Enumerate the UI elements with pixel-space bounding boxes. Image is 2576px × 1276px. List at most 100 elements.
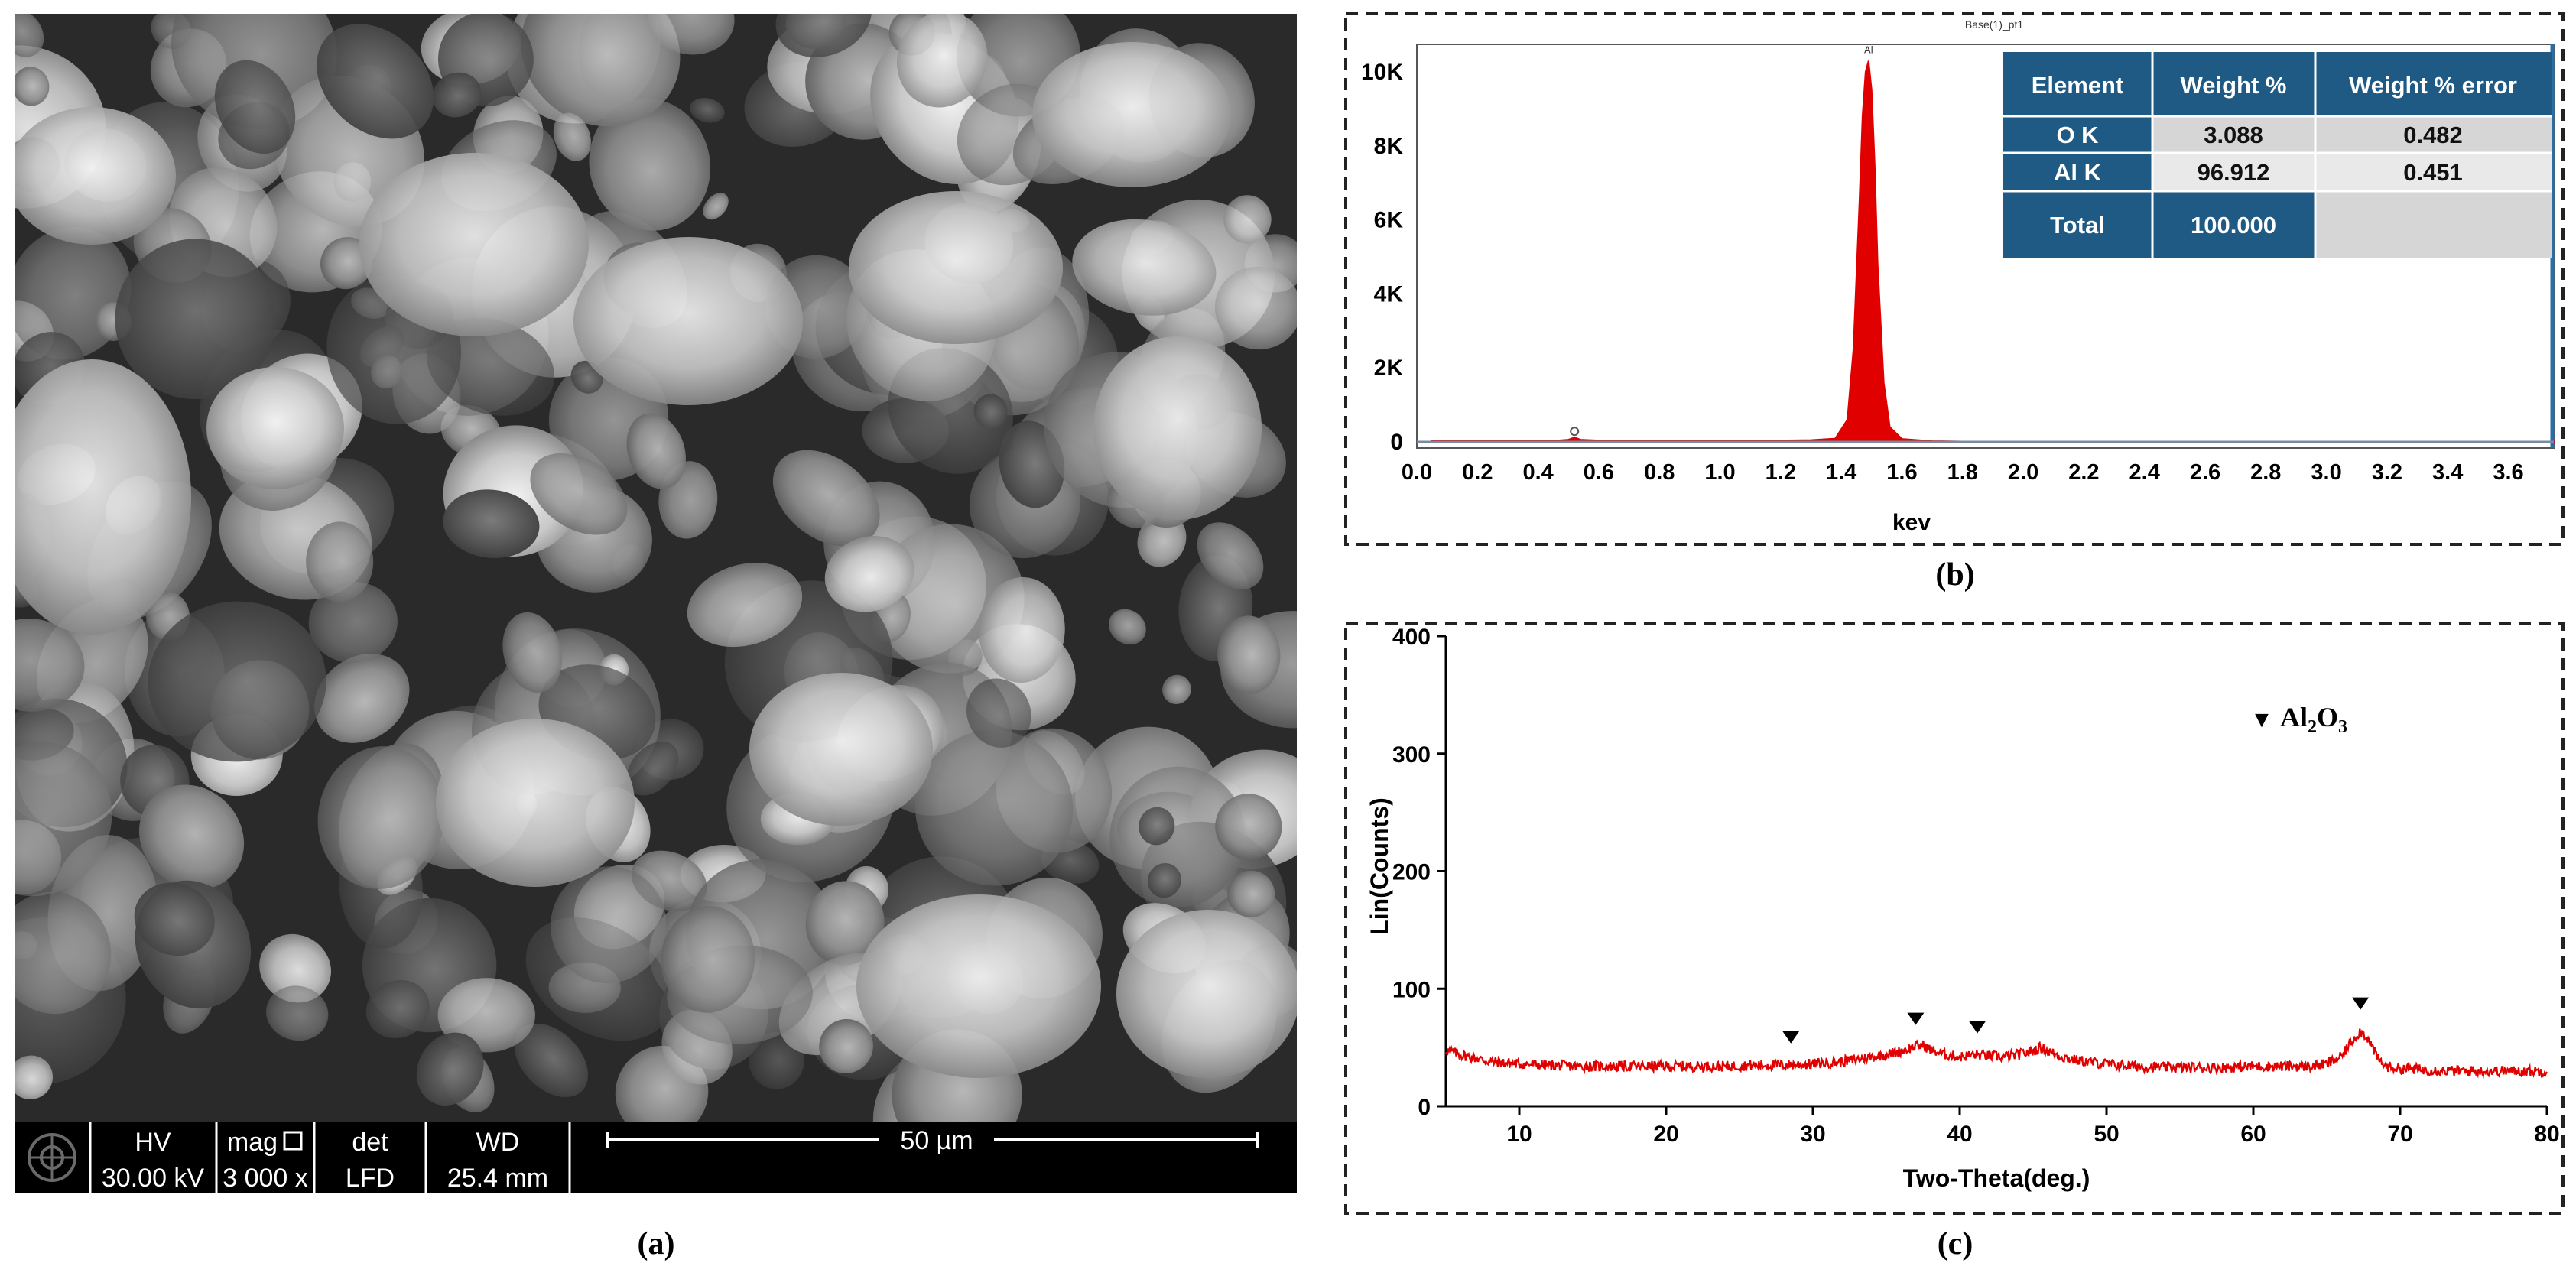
xrd-trace — [1445, 1028, 2548, 1080]
al2o3-peak-marker-icon — [1907, 1012, 1925, 1025]
sem-particle — [661, 906, 755, 1013]
sem-particle — [849, 191, 1063, 344]
y-tick-label: 2K — [1374, 356, 1404, 381]
legend-label: Al2O3 — [2280, 702, 2347, 737]
sem-panel: HV 30.00 kV mag 3 000 x det LFD WD 25.4 … — [15, 14, 1297, 1261]
panel-label-b: (b) — [1935, 557, 1974, 593]
sem-particle — [171, 14, 337, 129]
sem-particle — [443, 489, 540, 558]
sem-particle — [1147, 863, 1181, 898]
table-cell: 0.482 — [2403, 122, 2463, 148]
y-tick-label: 0 — [1390, 430, 1403, 455]
sem-particle — [914, 730, 1074, 886]
table-cell: 0.451 — [2403, 159, 2463, 186]
x-tick-label: 1.4 — [1826, 460, 1856, 485]
sem-wd-value: 25.4 mm — [447, 1164, 548, 1193]
x-tick-label: 3.0 — [2311, 460, 2341, 485]
sem-particle — [115, 239, 276, 400]
sem-particle — [819, 1018, 873, 1073]
x-tick-label: 10 — [1506, 1122, 1532, 1147]
sem-particle — [1109, 609, 1146, 645]
x-tick-label: 2.6 — [2190, 460, 2220, 485]
sem-particle — [687, 563, 803, 648]
sem-particle — [973, 394, 1008, 429]
eds-x-axis-title: kev — [1892, 510, 1931, 535]
x-tick-label: 1.8 — [1947, 460, 1978, 485]
sem-particle — [553, 112, 591, 161]
sem-particle — [1116, 910, 1297, 1078]
table-cell: Al K — [2054, 159, 2102, 186]
y-tick-label: 4K — [1374, 281, 1404, 307]
sem-particle — [703, 193, 729, 220]
sem-particle — [15, 107, 176, 245]
sem-particle — [317, 746, 445, 889]
sem-particle — [626, 741, 679, 796]
al2o3-peak-marker-icon — [2352, 997, 2370, 1010]
sem-particle — [436, 719, 635, 887]
xrd-y-axis: 0 100 200 300 400 — [1392, 625, 1446, 1120]
peak-label: Al — [1864, 44, 1873, 55]
sem-particle — [648, 14, 735, 55]
eds-spectrum — [1417, 60, 2555, 443]
x-tick-label: 1.0 — [1704, 460, 1735, 485]
sem-particle — [749, 673, 933, 826]
sem-particle — [317, 24, 434, 139]
table-cell: O K — [2056, 122, 2099, 148]
sem-particle — [502, 612, 563, 693]
eds-x-axis: 0.0 0.2 0.4 0.6 0.8 1.0 1.2 1.4 1.6 1.8 2.0 2.2 2.4 2… — [1402, 460, 2524, 485]
sem-particle — [359, 153, 589, 336]
x-tick-label: 0.2 — [1462, 460, 1493, 485]
sem-scale-bar-label: 50 µm — [900, 1126, 973, 1155]
eds-peak-labels: Al — [1570, 44, 1873, 437]
y-tick-label: 8K — [1374, 134, 1404, 159]
sem-particle — [979, 576, 1065, 683]
sem-particle — [365, 980, 430, 1039]
sem-particle — [265, 985, 329, 1041]
sem-particle — [1215, 794, 1282, 860]
sem-particle — [775, 14, 872, 57]
sem-info-bar — [15, 1122, 1297, 1193]
sem-particle-texture — [15, 14, 1297, 1122]
sem-particle — [824, 536, 914, 612]
sem-particle — [896, 14, 988, 108]
x-tick-label: 0.8 — [1644, 460, 1675, 485]
x-tick-label: 0.6 — [1584, 460, 1614, 485]
x-tick-label: 3.4 — [2432, 460, 2463, 485]
sem-particle — [138, 784, 245, 890]
sem-particle — [15, 14, 44, 57]
sem-particle — [856, 894, 1101, 1078]
x-tick-label: 50 — [2094, 1122, 2119, 1147]
sem-particle — [1093, 336, 1262, 520]
xrd-axes-frame — [1444, 636, 2547, 1108]
y-tick-label: 0 — [1418, 1095, 1431, 1120]
sem-det-value: LFD — [346, 1164, 395, 1193]
al2o3-peak-marker-icon — [1969, 1021, 1986, 1034]
x-tick-label: 2.2 — [2068, 460, 2099, 485]
sem-det-label: det — [352, 1128, 388, 1157]
x-tick-label: 30 — [1800, 1122, 1825, 1147]
x-tick-label: 3.2 — [2372, 460, 2402, 485]
sem-particle — [626, 413, 686, 489]
sem-particle — [530, 453, 628, 535]
x-tick-label: 0.0 — [1402, 460, 1432, 485]
eds-panel: Base(1)_pt1 0 2K 4K 6K 8K 10K 0.0 0.2 0.4 0.6 0.8… — [1344, 12, 2565, 593]
sem-mag-square-icon — [283, 1131, 303, 1151]
sem-particle — [416, 1032, 484, 1106]
x-tick-label: 80 — [2534, 1122, 2559, 1147]
table-header-weight-error: Weight % error — [2349, 72, 2517, 99]
sem-particle — [15, 1055, 54, 1100]
peak-marker — [1570, 427, 1580, 437]
sem-particle — [1032, 42, 1231, 187]
sem-particle — [573, 237, 803, 405]
x-tick-label: 3.6 — [2493, 460, 2523, 485]
legend-marker-icon: ▼ — [2250, 707, 2273, 732]
x-tick-label: 2.4 — [2129, 460, 2160, 485]
x-tick-label: 20 — [1653, 1122, 1678, 1147]
table-header-element: Element — [2032, 72, 2124, 99]
eds-dashed-frame — [1344, 12, 2565, 546]
sem-particle — [1072, 219, 1217, 316]
sem-logo — [28, 1133, 76, 1182]
x-tick-label: 2.0 — [2008, 460, 2038, 485]
xrd-legend: ▼ Al2O3 — [2250, 702, 2347, 737]
sem-particle — [432, 72, 482, 118]
